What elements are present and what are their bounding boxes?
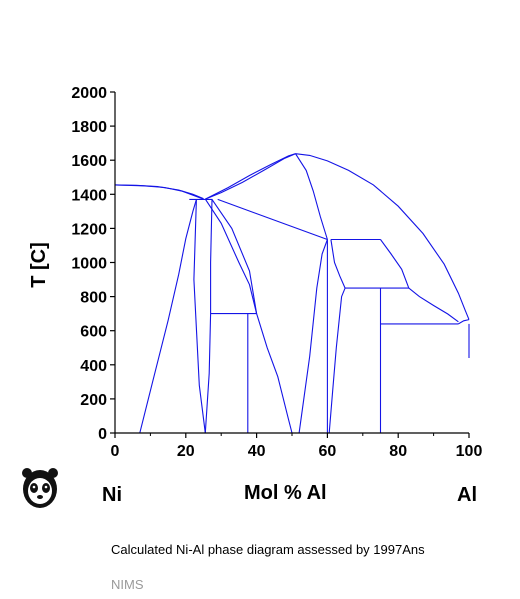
y-axis-title: T [C] (28, 242, 50, 288)
y-tick-label: 1200 (71, 221, 107, 238)
x-tick-label: 100 (456, 443, 483, 460)
y-tick-label: 400 (80, 358, 107, 375)
y-tick-label: 1600 (71, 153, 107, 170)
phase-boundary-20 (256, 313, 293, 434)
x-tick-label: 40 (248, 443, 266, 460)
phase-boundary-24 (328, 287, 346, 434)
panda-icon (20, 466, 60, 510)
x-tick-label: 80 (389, 443, 407, 460)
phase-diagram-chart: 0 200 400 600 800 1000 1200 1400 1600 1800 2000 0 20… (28, 85, 482, 460)
phase-boundary-25 (330, 239, 346, 289)
ticks: 0 200 400 600 800 1000 1200 1400 1600 1800 2000 0 20… (71, 85, 482, 460)
source-label: NIMS (111, 577, 144, 592)
phase-boundary-18 (211, 199, 258, 314)
x-tick-label: 20 (177, 443, 195, 460)
phase-boundary-22 (298, 239, 328, 434)
y-tick-label: 1000 (71, 256, 107, 273)
figure-caption: Calculated Ni-Al phase diagram assessed … (111, 542, 425, 557)
phase-boundary-2 (114, 184, 204, 200)
y-tick-label: 2000 (71, 85, 107, 102)
phase-boundaries (114, 153, 470, 434)
axes (114, 92, 469, 434)
phase-boundary-5 (295, 153, 470, 320)
y-tick-label: 0 (98, 426, 107, 443)
right-element-label: Al (457, 484, 477, 506)
x-tick-label: 60 (319, 443, 337, 460)
phase-boundary-17 (204, 199, 213, 434)
phase-boundary-13 (380, 239, 459, 323)
y-tick-label: 1400 (71, 187, 107, 204)
phase-boundary-6 (295, 153, 328, 240)
y-tick-label: 200 (80, 392, 107, 409)
phase-boundary-3 (205, 153, 296, 200)
y-tick-label: 1800 (71, 119, 107, 136)
phase-boundary-14 (458, 319, 470, 325)
y-tick-label: 800 (80, 290, 107, 307)
phase-boundary-4 (205, 153, 296, 200)
phase-boundary-16 (193, 199, 206, 434)
phase-boundary-19 (204, 198, 258, 314)
left-element-label: Ni (102, 484, 122, 506)
x-axis-title: Mol % Al (244, 482, 327, 504)
x-tick-label: 0 (111, 443, 120, 460)
y-tick-label: 600 (80, 324, 107, 341)
phase-boundary-15 (139, 199, 197, 434)
phase-boundary-8 (217, 198, 328, 241)
